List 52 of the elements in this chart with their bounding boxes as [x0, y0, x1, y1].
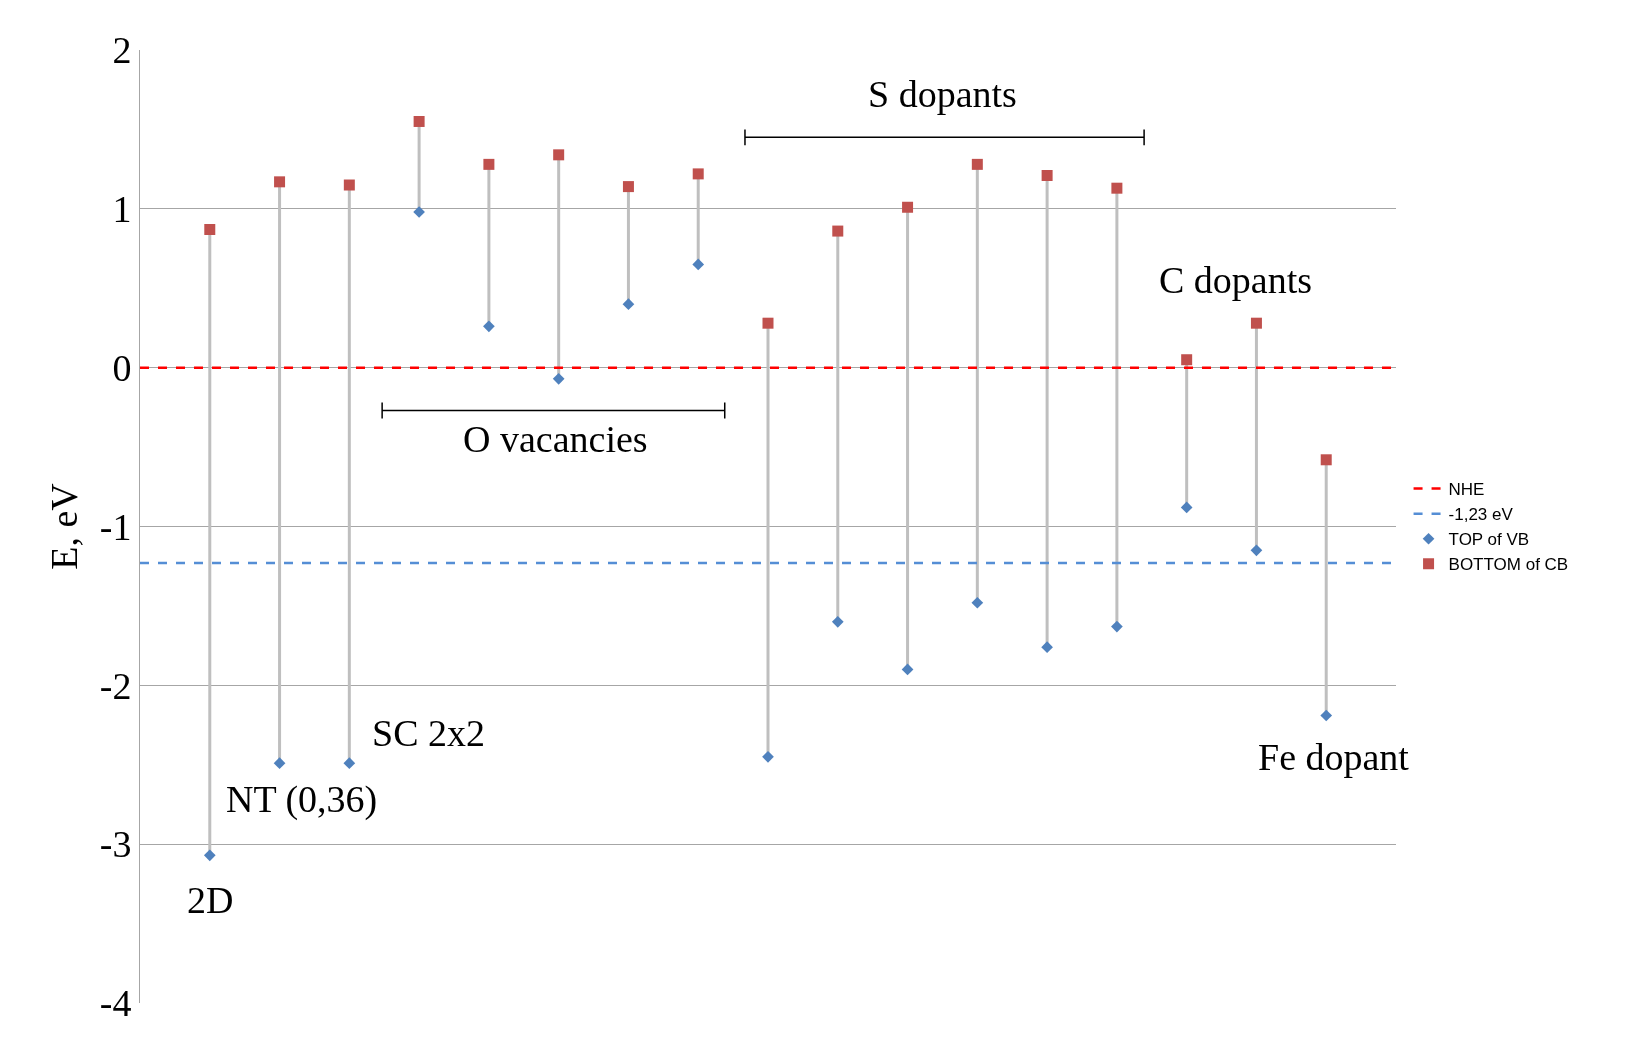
point — [274, 176, 286, 188]
point — [343, 179, 355, 191]
point — [483, 158, 495, 170]
point — [902, 201, 914, 213]
point — [552, 372, 565, 385]
point — [971, 158, 983, 170]
point — [1320, 454, 1332, 466]
point — [901, 663, 914, 676]
point — [622, 298, 635, 310]
point — [832, 225, 844, 237]
legend-label: BOTTOM of CB — [1448, 555, 1569, 575]
y-axis-title: E, eV — [42, 482, 85, 570]
point — [1250, 317, 1262, 329]
annotation: Fe dopant — [1258, 736, 1410, 778]
point — [204, 223, 216, 235]
point — [762, 750, 774, 763]
point — [622, 181, 634, 193]
point — [483, 320, 495, 333]
point — [831, 615, 844, 628]
annotation: S dopants — [868, 73, 1017, 115]
point — [1041, 169, 1053, 181]
annotation: 2D — [187, 879, 234, 921]
legend-label: -1,23 eV — [1448, 505, 1514, 525]
annotation: NT (0,36) — [226, 778, 378, 821]
point — [762, 317, 774, 329]
legend-label: TOP of VB — [1448, 530, 1530, 550]
y-tick-label: -3 — [99, 823, 132, 866]
point — [553, 149, 565, 161]
point — [692, 258, 705, 271]
y-tick-label: -2 — [99, 664, 132, 707]
annotation: SC 2x2 — [372, 712, 485, 754]
point — [1320, 709, 1333, 722]
point — [1111, 182, 1123, 194]
point — [343, 757, 356, 770]
y-tick-label: 1 — [112, 188, 132, 231]
point — [1250, 544, 1263, 557]
annotation: C dopants — [1159, 259, 1313, 301]
point — [1111, 620, 1123, 633]
point — [203, 849, 216, 862]
point — [1180, 501, 1193, 514]
y-tick-label: -1 — [99, 505, 132, 548]
legend-label: NHE — [1448, 480, 1485, 500]
point — [971, 596, 984, 609]
y-tick-label: 0 — [112, 346, 132, 389]
point — [1181, 354, 1193, 366]
annotation: O vacancies — [463, 418, 648, 460]
point — [273, 757, 286, 770]
y-tick-label: 2 — [112, 29, 132, 72]
y-tick-label: -4 — [99, 982, 132, 1025]
point — [692, 168, 704, 180]
point — [1041, 641, 1053, 654]
point — [413, 115, 425, 127]
